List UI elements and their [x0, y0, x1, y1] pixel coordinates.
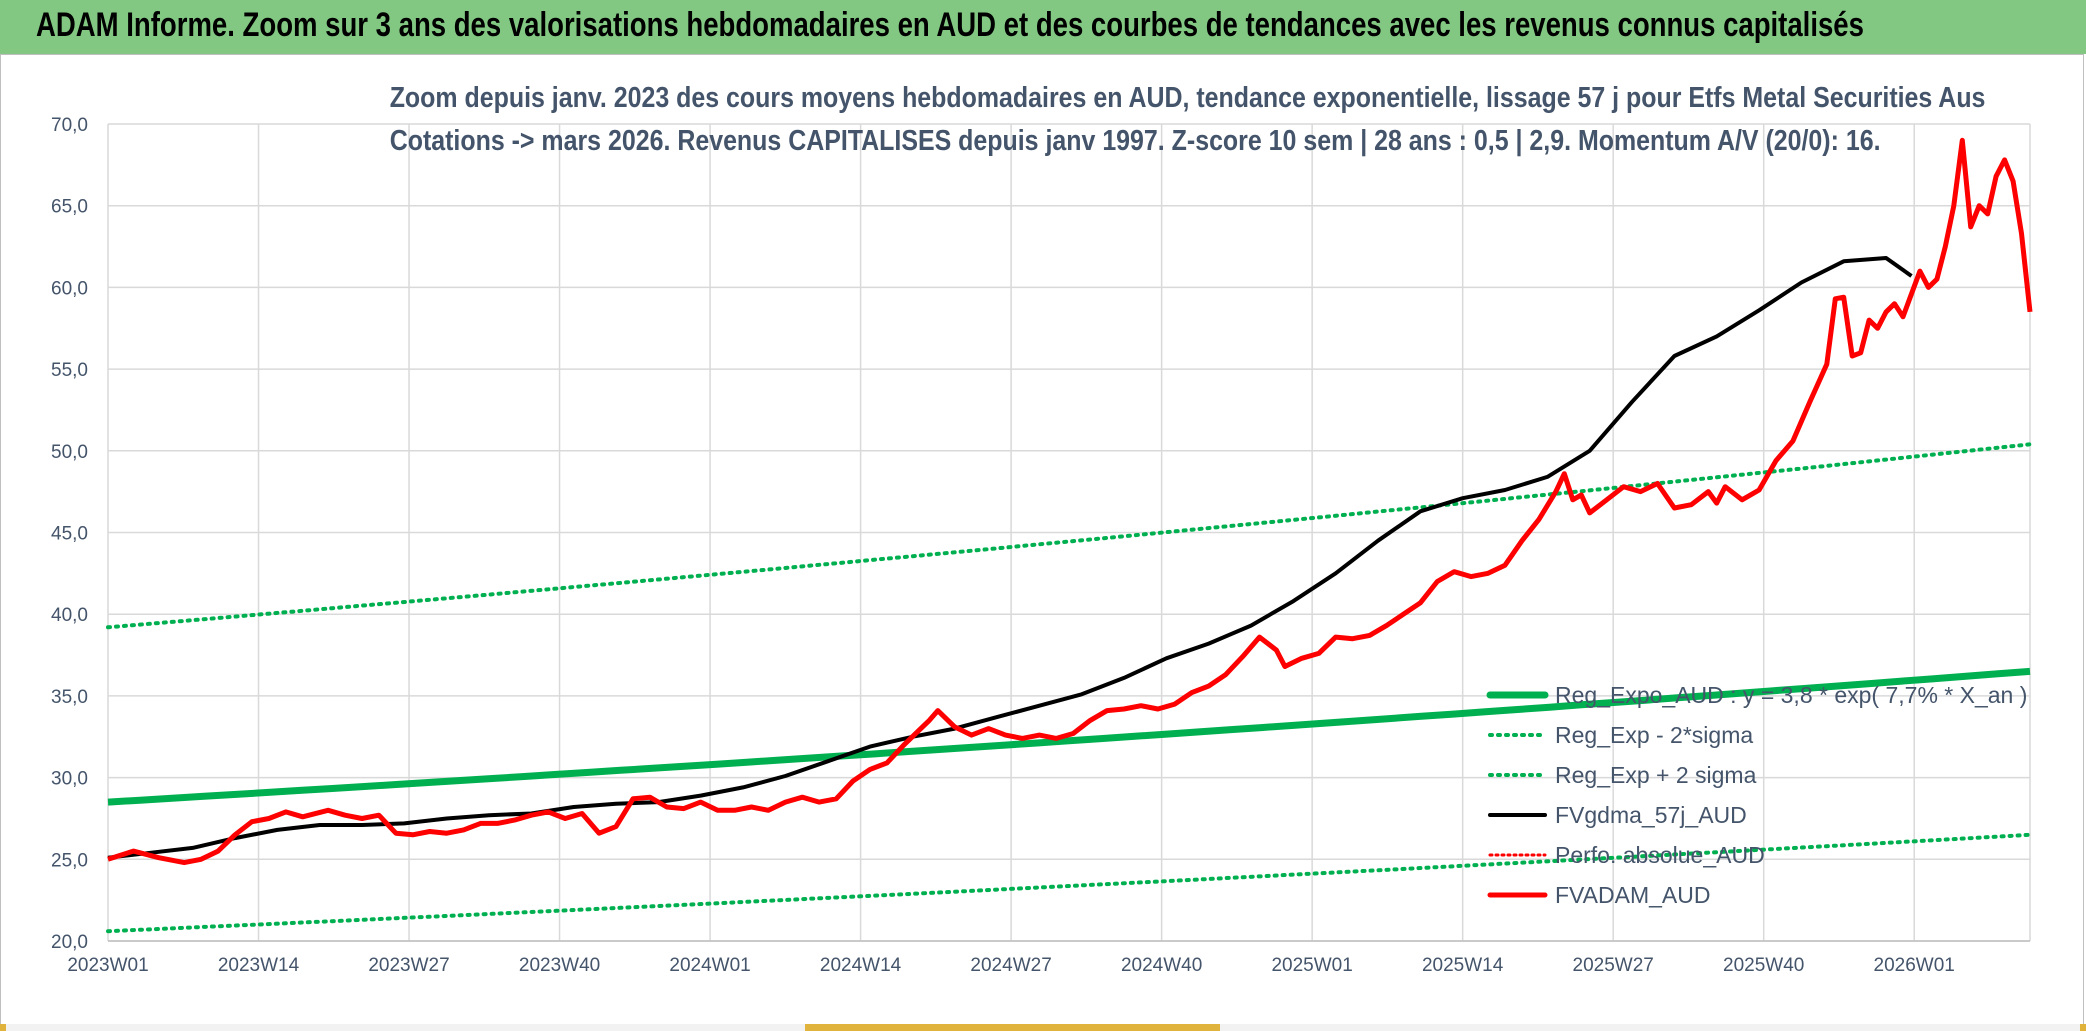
chart-title-line-2: Cotations -> mars 2026. Revenus CAPITALI… [389, 125, 1881, 157]
x-tick-label: 2024W14 [820, 955, 902, 976]
legend-label: FVgdma_57j_AUD [1555, 802, 1747, 828]
y-tick-label: 35,0 [51, 687, 88, 708]
legend-label: Reg_Expo_AUD : y = 3,8 * exp( 7,7% * X_a… [1555, 682, 2027, 708]
series-fvadam [107, 137, 2033, 866]
series-fvgdma-57j [107, 256, 1913, 860]
y-axis-ticks: 20,0 25,0 30,0 35,0 40,0 45,0 50,0 55,0 60,0 65,0… [51, 115, 88, 953]
legend-label: Perfo. absolue_AUD [1555, 842, 1765, 868]
x-tick-label: 2023W14 [218, 955, 300, 976]
y-tick-label: 65,0 [51, 197, 88, 218]
series-reg-expo [107, 667, 2031, 806]
legend-label: Reg_Exp - 2*sigma [1555, 722, 1753, 748]
y-tick-label: 20,0 [51, 932, 88, 953]
y-tick-label: 30,0 [51, 769, 88, 790]
x-tick-label: 2024W40 [1121, 955, 1202, 976]
series-reg-exp-minus-2sigma [106, 832, 2032, 934]
y-tick-label: 45,0 [51, 524, 88, 545]
y-tick-label: 70,0 [51, 115, 88, 136]
x-tick-label: 2026W01 [1874, 955, 1955, 976]
chart-title-line-1: Zoom depuis janv. 2023 des cours moyens … [389, 82, 1986, 114]
y-tick-label: 60,0 [51, 278, 88, 299]
bottom-marker-center [805, 1024, 1220, 1031]
y-tick-label: 55,0 [51, 360, 88, 381]
legend-label: Reg_Exp + 2 sigma [1555, 762, 1757, 788]
y-tick-label: 40,0 [51, 605, 88, 626]
series-reg-exp-plus-2sigma [106, 442, 2032, 630]
bottom-marker-left [0, 1024, 6, 1031]
bottom-marker-right [2080, 1024, 2086, 1031]
y-tick-label: 50,0 [51, 442, 88, 463]
legend: Reg_Expo_AUD : y = 3,8 * exp( 7,7% * X_a… [1486, 682, 2027, 908]
series-layer [106, 137, 2033, 934]
x-tick-label: 2023W40 [519, 955, 600, 976]
legend-label: FVADAM_AUD [1555, 882, 1711, 908]
x-tick-label: 2025W01 [1271, 955, 1352, 976]
x-axis-ticks: 2023W01 2023W14 2023W27 2023W40 2024W01 2024W… [67, 955, 1955, 976]
x-tick-label: 2025W14 [1422, 955, 1504, 976]
x-tick-label: 2025W40 [1723, 955, 1804, 976]
x-tick-label: 2024W27 [970, 955, 1051, 976]
report-title: ADAM Informe. Zoom sur 3 ans des valoris… [36, 6, 1864, 44]
x-tick-label: 2023W27 [368, 955, 449, 976]
x-tick-label: 2024W01 [669, 955, 750, 976]
x-tick-label: 2025W27 [1573, 955, 1654, 976]
x-tick-label: 2023W01 [67, 955, 148, 976]
y-tick-label: 25,0 [51, 850, 88, 871]
report-banner: ADAM Informe. Zoom sur 3 ans des valoris… [0, 0, 2086, 54]
